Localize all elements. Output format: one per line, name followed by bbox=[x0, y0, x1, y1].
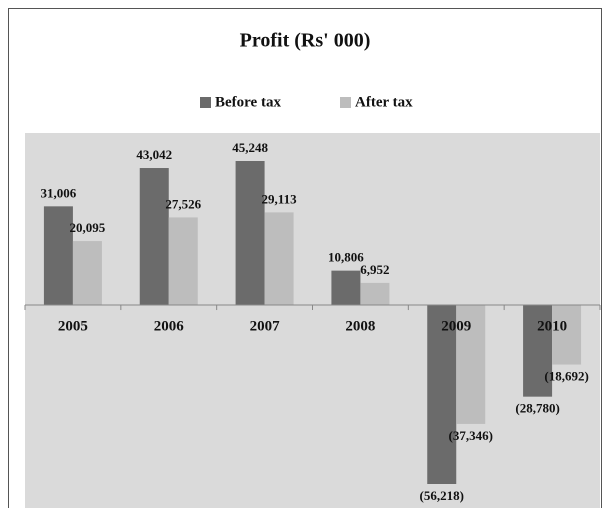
bar bbox=[360, 282, 390, 306]
bar bbox=[427, 305, 457, 484]
legend-swatch bbox=[340, 97, 351, 108]
data-label: 10,806 bbox=[328, 250, 364, 265]
bar bbox=[168, 217, 198, 306]
legend-label: Before tax bbox=[215, 94, 281, 110]
plot-area bbox=[25, 133, 600, 508]
bar bbox=[523, 305, 553, 397]
data-label: (28,780) bbox=[515, 401, 559, 416]
x-tick-label: 2008 bbox=[345, 318, 375, 334]
data-label: 45,248 bbox=[232, 140, 268, 155]
data-label: (56,218) bbox=[420, 488, 464, 503]
bar bbox=[331, 270, 361, 306]
data-label: (18,692) bbox=[544, 369, 588, 384]
data-label: 43,042 bbox=[136, 147, 172, 162]
legend-label: After tax bbox=[355, 94, 413, 110]
data-label: 27,526 bbox=[165, 196, 201, 211]
data-label: 29,113 bbox=[262, 191, 298, 206]
bar bbox=[552, 305, 582, 365]
data-label: 31,006 bbox=[41, 185, 77, 200]
bar bbox=[456, 305, 486, 424]
bar bbox=[235, 161, 265, 306]
x-tick-label: 2009 bbox=[441, 318, 471, 334]
bar bbox=[72, 241, 102, 306]
x-tick-label: 2010 bbox=[537, 318, 567, 334]
x-tick-label: 2006 bbox=[154, 318, 185, 334]
data-label: (37,346) bbox=[449, 428, 493, 443]
bar bbox=[43, 206, 73, 306]
data-label: 6,952 bbox=[360, 262, 389, 277]
x-tick-label: 2005 bbox=[58, 318, 88, 334]
bar bbox=[139, 168, 169, 306]
legend-swatch bbox=[200, 97, 211, 108]
x-tick-label: 2007 bbox=[250, 318, 281, 334]
data-label: 20,095 bbox=[70, 220, 106, 235]
bar bbox=[264, 212, 294, 306]
chart-title: Profit (Rs' 000) bbox=[240, 30, 371, 52]
